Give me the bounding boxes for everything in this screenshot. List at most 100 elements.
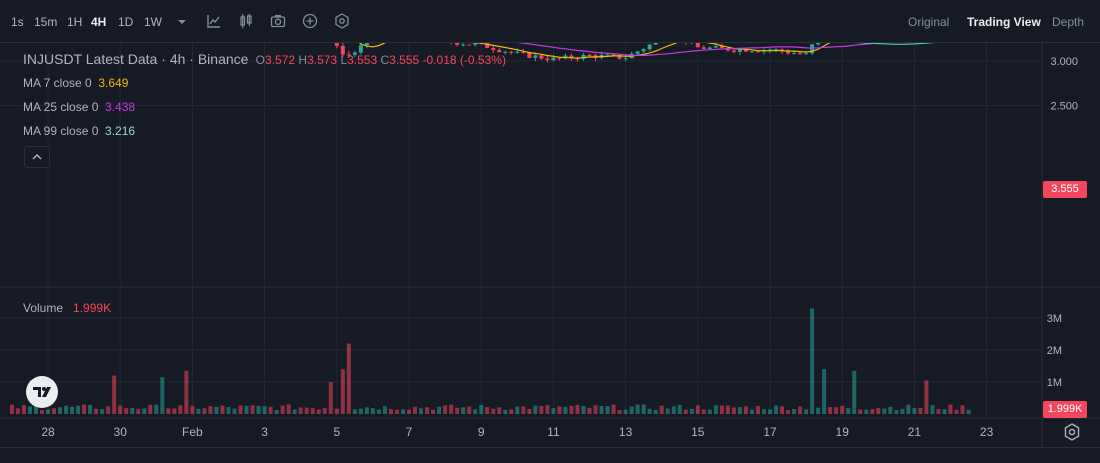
volume-bar [665,408,670,414]
volume-bar [731,407,736,414]
volume-bar [304,407,309,414]
candle-body [623,58,628,60]
legend-collapse-button[interactable] [24,146,50,168]
time-tick-label: 17 [763,425,777,439]
chevron-down-icon[interactable] [174,14,190,30]
volume-bar [328,382,333,414]
volume-tick-label: 2M [1047,345,1062,357]
volume-bar [545,405,550,414]
high-label: H [298,53,308,67]
time-tick-label: 30 [114,425,128,439]
volume-bar [599,405,604,414]
tradingview-logo[interactable] [26,376,58,408]
volume-bar [581,406,586,414]
volume-bar [322,408,327,414]
price-tick-label: 3.000 [1050,56,1078,68]
ma99-value: 3.216 [105,124,136,138]
volume-bar [792,408,797,414]
camera-icon[interactable] [270,13,286,29]
volume-bar [755,405,760,414]
view-depth[interactable]: Depth [1052,15,1085,29]
volume-bar [780,406,785,414]
volume-bar [274,409,279,414]
volume-bar [376,409,381,414]
volume-label: Volume [23,301,64,315]
timeframe-1d[interactable]: 1D [118,15,134,29]
bottom-bar [0,447,1100,463]
volume-bar [894,410,899,414]
candle-body [473,43,478,45]
time-tick-label: 3 [261,425,268,439]
volume-bar [683,409,688,414]
timeframe-15m[interactable]: 15m [34,15,58,29]
volume-bar [936,408,941,414]
timeframe-1h[interactable]: 1H [67,15,83,29]
candle-body [647,44,652,50]
volume-bar [455,407,460,414]
add-icon[interactable] [302,13,318,29]
volume-bar [286,404,291,414]
high-value: 3.573 [307,53,338,67]
volume-bar [774,405,779,414]
volume-bar [268,406,273,414]
indicator-icon[interactable] [206,13,222,29]
timeframe-1w[interactable]: 1W [144,15,162,29]
candle-body [334,43,339,46]
volume-bar [340,369,345,414]
volume-bar [46,409,50,414]
volume-bar [346,343,351,414]
volume-bar [611,404,616,414]
candle-body [497,49,502,52]
candle-body [575,58,580,60]
volume-bar [370,408,375,414]
candle-body [653,43,658,45]
chart-settings-icon[interactable] [1062,422,1082,442]
volume-bar [382,406,387,414]
candle-body [707,47,712,49]
volume-bar [653,409,658,414]
candle-body [340,45,345,55]
volume-bar [76,405,81,414]
time-tick-label: 15 [691,425,705,439]
volume-bar [557,406,562,414]
time-tick-label: 23 [980,425,994,439]
view-trading-view[interactable]: Trading View [967,15,1041,29]
volume-bar [605,406,610,414]
volume-bar [190,405,195,414]
volume-bar [900,408,905,414]
candle-body [786,51,791,54]
volume-bar [232,408,237,414]
legend-separator: · [189,51,194,67]
time-tick-label: 13 [619,425,633,439]
timeframe-4h[interactable]: 4H [91,15,107,29]
view-original[interactable]: Original [908,15,950,29]
candle-body [352,52,357,55]
moving-average-lines [358,43,935,59]
candle-body [485,43,490,48]
candle-body [545,58,550,61]
settings-icon[interactable] [334,13,350,29]
volume-bar [798,406,803,414]
chart-toolbar: 1s 15m 1H 4H 1D 1W Original Trading View… [0,0,1100,43]
volume-bar [82,404,87,414]
candle-body [346,54,351,56]
volume-bar [64,405,69,414]
candle-type-icon[interactable] [238,13,254,29]
volume-bar [136,408,141,414]
volume-bar [130,407,135,414]
volume-bar [52,408,57,414]
time-tick-label: 28 [41,425,55,439]
volume-bar [689,408,694,414]
volume-bar [21,405,26,414]
timeframe-1s[interactable]: 1s [11,15,24,29]
candle-body [515,51,520,53]
candle-body [701,47,706,49]
volume-bar [172,408,177,414]
volume-bar [33,406,38,414]
volume-bar [388,409,393,414]
volume-bar [419,408,424,414]
volume-bar [58,407,63,414]
volume-bar [497,407,502,414]
candle-body [804,53,809,55]
price-chart[interactable]: 2830Feb3579111315171921235.0004.5004.000… [0,43,1100,447]
